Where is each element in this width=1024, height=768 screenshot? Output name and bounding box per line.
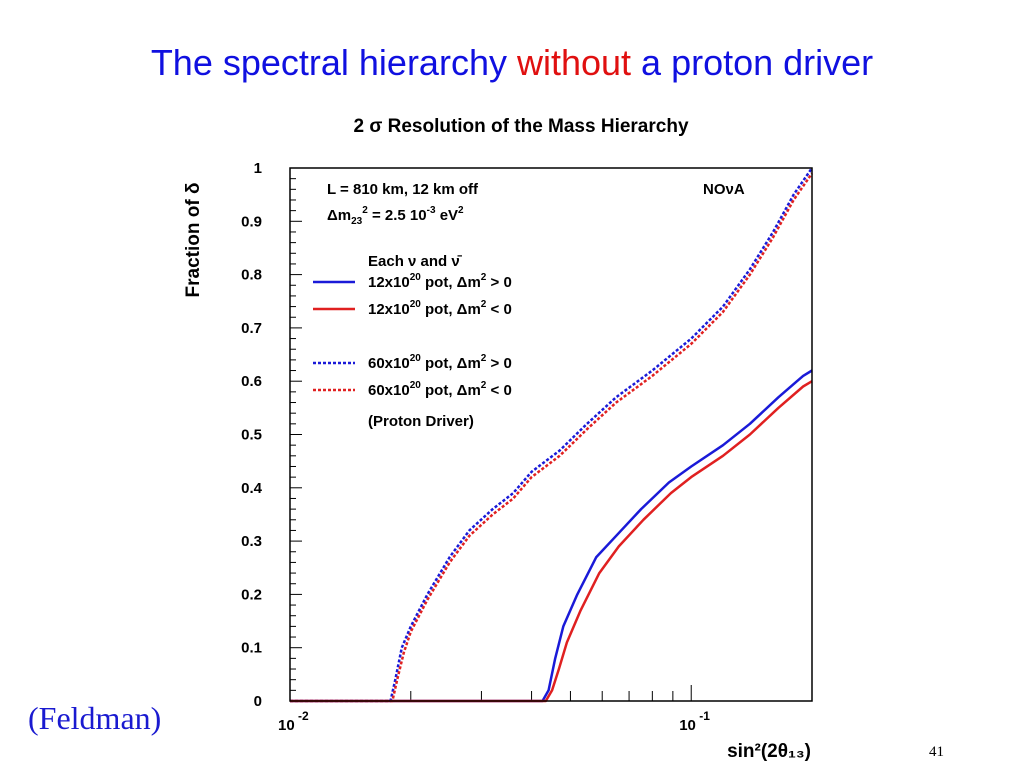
title-part-1: The spectral hierarchy [150, 42, 517, 83]
y-tick-label: 0.3 [241, 533, 262, 550]
y-tick-label: 1 [254, 160, 262, 177]
setup-line-2: Δm232 = 2.5 10-3 eV2 [327, 205, 464, 227]
legend: 12x1020 pot, Δm2 > 0 12x1020 pot, Δm2 < 0… [313, 272, 512, 399]
chart-title: 2 σ Resolution of the Mass Hierarchy [353, 116, 688, 137]
legend-footer: (Proton Driver) [368, 413, 474, 430]
y-tick-label: 0.5 [241, 427, 262, 444]
plot-frame [289, 167, 813, 702]
y-tick-label: 0.9 [241, 213, 262, 230]
y-axis-label: Fraction of δ [183, 183, 204, 298]
y-tick-label: 0.4 [241, 480, 263, 497]
series-line-4 [290, 172, 814, 703]
title-part-3: a proton driver [631, 42, 874, 83]
y-tick-label: 0 [254, 693, 262, 710]
legend-label: 60x1020 pot, Δm2 > 0 [368, 353, 512, 372]
y-tick-label: 0.1 [241, 640, 262, 657]
y-tick-label: 0.7 [241, 320, 262, 337]
series-layer [290, 167, 814, 703]
x-tick-label: 10 -2 [278, 709, 309, 734]
x-axis-ticks: 10 -2 10 -1 [278, 685, 813, 734]
series-line-2 [290, 380, 813, 703]
legend-label: 60x1020 pot, Δm2 < 0 [368, 380, 512, 399]
y-tick-label: 0.2 [241, 586, 262, 603]
y-axis-ticks: 0 0.1 0.2 0.3 0.4 0.5 0.6 0.7 0.8 0.9 1 [241, 160, 302, 710]
series-line-1 [290, 369, 813, 703]
experiment-label: NOνA [703, 181, 745, 198]
legend-label: 12x1020 pot, Δm2 < 0 [368, 299, 512, 318]
legend-label: 12x1020 pot, Δm2 > 0 [368, 272, 512, 291]
x-tick-label: 10 -1 [679, 709, 710, 734]
x-axis-label: sin²(2θ₁₃) [727, 741, 811, 762]
legend-header: Each ν and ν̄ [368, 253, 463, 270]
page-number: 41 [929, 744, 944, 760]
y-tick-label: 0.8 [241, 267, 262, 284]
credit: (Feldman) [28, 700, 162, 736]
slide-title: The spectral hierarchy without a proton … [0, 42, 1024, 84]
setup-line-1: L = 810 km, 12 km off [327, 181, 479, 198]
title-highlight: without [516, 42, 632, 83]
y-tick-label: 0.6 [241, 373, 262, 390]
series-line-3 [290, 167, 814, 703]
